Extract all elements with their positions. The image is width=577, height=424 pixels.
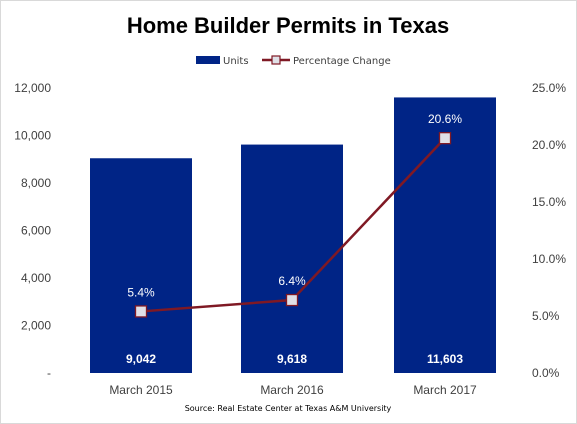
left-tick-label: - (47, 366, 51, 380)
chart-title: Home Builder Permits in Texas (127, 13, 449, 38)
percentage-marker (285, 293, 299, 307)
percentage-line: 5.4% 6.4% 20.6% (127, 112, 462, 318)
right-tick-label: 15.0% (532, 195, 566, 209)
percentage-marker (438, 132, 452, 145)
bar-value-label: 9,618 (277, 352, 307, 366)
legend-swatch-units (196, 56, 220, 64)
source-note: Source: Real Estate Center at Texas A&M … (185, 404, 392, 413)
left-tick-label: 8,000 (21, 176, 51, 190)
x-axis: March 2015 March 2016 March 2017 (109, 383, 477, 397)
right-tick-label: 10.0% (532, 252, 566, 266)
percentage-value-label: 5.4% (127, 285, 155, 299)
right-tick-label: 25.0% (532, 81, 566, 95)
left-tick-label: 12,000 (14, 81, 51, 95)
legend-label-units: Units (223, 56, 249, 67)
left-tick-label: 6,000 (21, 224, 51, 238)
legend-marker-pct (271, 55, 281, 65)
left-tick-label: 4,000 (21, 271, 51, 285)
left-axis: - 2,000 4,000 6,000 8,000 10,000 12,000 (14, 81, 51, 380)
bar (90, 158, 192, 373)
left-tick-label: 10,000 (14, 129, 51, 143)
bars: 9,042 9,618 11,603 (90, 97, 496, 374)
bar-value-label: 11,603 (427, 352, 463, 366)
legend-label-pct: Percentage Change (293, 56, 391, 67)
right-tick-label: 20.0% (532, 138, 566, 152)
right-tick-label: 5.0% (532, 309, 560, 323)
percentage-value-label: 6.4% (278, 274, 306, 288)
percentage-marker (134, 305, 148, 318)
x-tick-label: March 2017 (413, 383, 477, 397)
x-tick-label: March 2016 (260, 383, 324, 397)
percentage-value-label: 20.6% (428, 112, 462, 126)
right-axis: 0.0% 5.0% 10.0% 15.0% 20.0% 25.0% (532, 81, 566, 380)
left-tick-label: 2,000 (21, 319, 51, 333)
right-tick-label: 0.0% (532, 366, 560, 380)
x-tick-label: March 2015 (109, 383, 173, 397)
bar-value-label: 9,042 (126, 352, 156, 366)
legend: Units Percentage Change (196, 55, 391, 67)
bar (241, 144, 343, 373)
